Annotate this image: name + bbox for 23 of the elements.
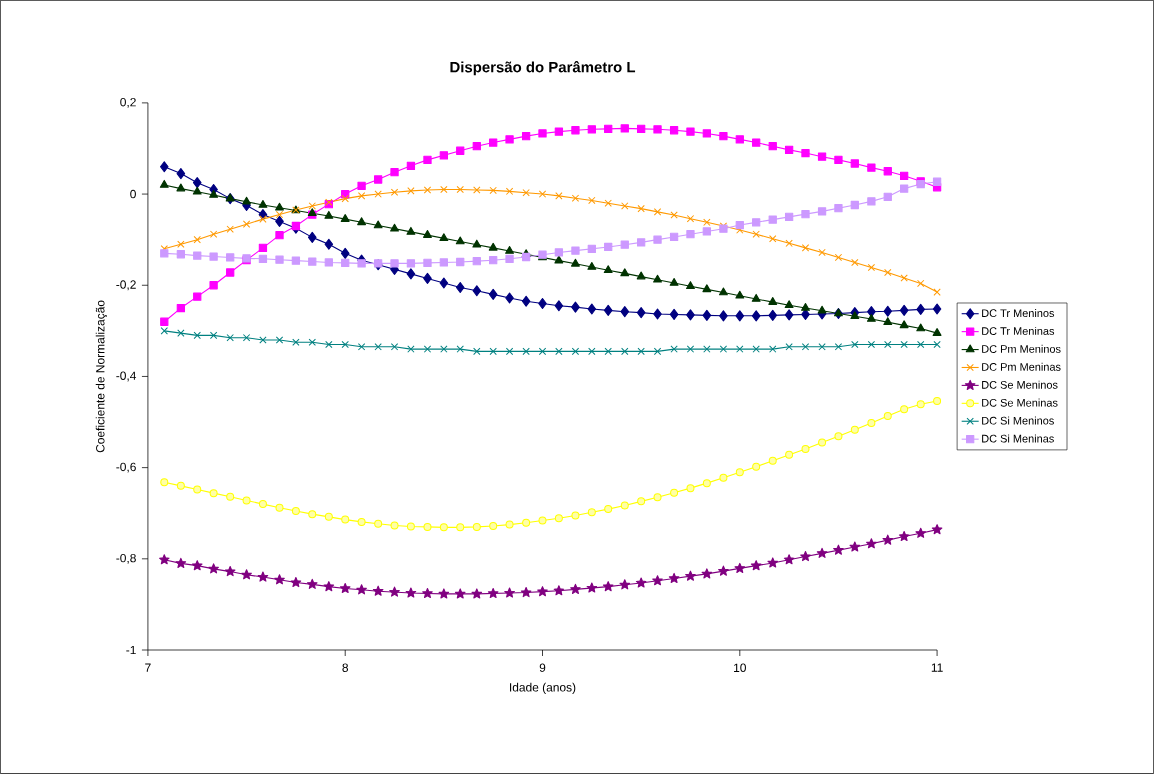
x-tick-label: 11 <box>931 663 943 672</box>
y-tick-label: -1 <box>126 645 136 655</box>
y-tick-label: -0,8 <box>116 553 136 564</box>
y-tick-label: -0,2 <box>116 280 136 291</box>
legend-label: DC Si Meninos <box>982 416 1054 425</box>
x-tick-label: 7 <box>145 663 151 672</box>
legend-label: DC Se Meninas <box>982 398 1058 407</box>
x-tick-label: 10 <box>734 663 746 673</box>
y-axis-title: Coeficiente de Normalização <box>95 300 107 453</box>
legend-label: DC Pm Meninos <box>982 344 1061 353</box>
legend-label: DC Si Meninas <box>982 434 1054 443</box>
y-tick-label: -0,4 <box>116 371 137 382</box>
x-axis-title: Idade (anos) <box>510 682 576 695</box>
legend-label: DC Se Meninos <box>982 380 1058 389</box>
legend-label: DC Tr Meninos <box>982 309 1055 318</box>
x-tick-label: 9 <box>539 663 546 673</box>
y-tick-label: 0,2 <box>120 97 136 108</box>
legend-label: DC Pm Meninas <box>982 362 1061 371</box>
chart-title: Dispersão do Parâmetro L <box>450 61 636 76</box>
legend-label: DC Tr Meninas <box>982 326 1055 336</box>
x-tick-label: 8 <box>342 663 349 673</box>
y-tick-label: 0 <box>130 189 136 199</box>
y-tick-label: -0,6 <box>116 462 136 473</box>
